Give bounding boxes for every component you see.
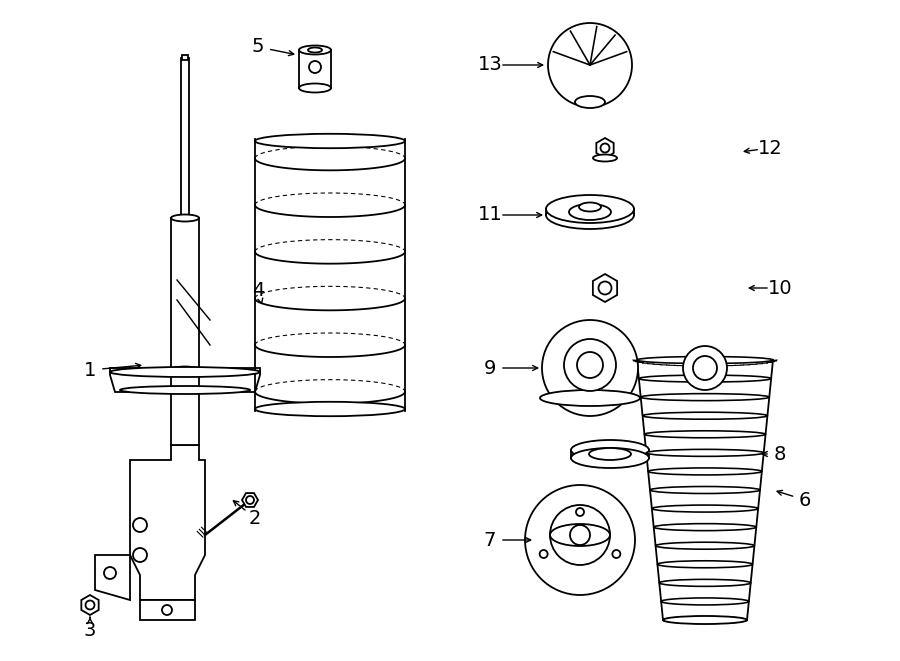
Ellipse shape (643, 412, 768, 419)
Ellipse shape (110, 367, 260, 377)
Circle shape (612, 550, 620, 558)
Polygon shape (130, 445, 205, 600)
Ellipse shape (171, 366, 199, 373)
Circle shape (540, 550, 547, 558)
Ellipse shape (579, 202, 601, 212)
Polygon shape (95, 555, 130, 600)
Bar (171, 218, 199, 370)
Ellipse shape (571, 448, 649, 468)
Ellipse shape (569, 204, 611, 220)
Ellipse shape (299, 46, 331, 54)
Ellipse shape (571, 440, 649, 460)
Circle shape (309, 61, 321, 73)
Ellipse shape (641, 394, 770, 401)
Ellipse shape (660, 579, 751, 586)
Bar (299, 50, 331, 88)
Circle shape (576, 508, 584, 516)
Ellipse shape (171, 215, 199, 221)
Text: 5: 5 (252, 38, 265, 56)
Text: 13: 13 (478, 56, 502, 75)
Circle shape (542, 320, 638, 416)
Ellipse shape (575, 96, 605, 108)
Polygon shape (597, 138, 614, 158)
Text: 10: 10 (768, 278, 792, 297)
Text: 4: 4 (252, 280, 265, 299)
Ellipse shape (663, 616, 747, 624)
Ellipse shape (652, 505, 758, 512)
Text: 1: 1 (84, 360, 96, 379)
Ellipse shape (589, 448, 631, 460)
Ellipse shape (593, 155, 617, 161)
Ellipse shape (639, 375, 771, 382)
Ellipse shape (540, 390, 640, 406)
Polygon shape (593, 274, 617, 302)
Circle shape (598, 282, 611, 295)
Circle shape (86, 600, 94, 609)
Ellipse shape (308, 48, 322, 52)
Text: 8: 8 (774, 444, 787, 463)
Circle shape (548, 23, 632, 107)
Circle shape (550, 505, 610, 565)
Circle shape (693, 356, 717, 380)
Text: 3: 3 (84, 621, 96, 639)
Text: 11: 11 (478, 206, 502, 225)
Polygon shape (110, 368, 260, 392)
Ellipse shape (662, 598, 749, 605)
Ellipse shape (655, 542, 754, 549)
Ellipse shape (653, 524, 756, 531)
Ellipse shape (550, 524, 610, 546)
Circle shape (570, 525, 590, 545)
Text: 12: 12 (758, 139, 782, 157)
Text: 2: 2 (248, 508, 261, 527)
Ellipse shape (546, 195, 634, 223)
Ellipse shape (657, 561, 752, 568)
Circle shape (600, 143, 609, 153)
Text: 7: 7 (484, 531, 496, 549)
Ellipse shape (120, 386, 250, 394)
Polygon shape (242, 493, 258, 507)
Circle shape (133, 548, 147, 562)
Ellipse shape (255, 134, 405, 148)
Text: 9: 9 (484, 358, 496, 377)
Circle shape (577, 352, 603, 378)
Ellipse shape (546, 201, 634, 229)
Ellipse shape (648, 468, 762, 475)
Circle shape (683, 346, 727, 390)
Circle shape (246, 496, 254, 504)
Circle shape (104, 567, 116, 579)
Ellipse shape (650, 486, 760, 494)
Bar (182, 55, 188, 60)
Bar (171, 370, 199, 445)
Ellipse shape (637, 356, 773, 364)
Circle shape (133, 518, 147, 532)
Text: 6: 6 (799, 490, 811, 510)
Ellipse shape (644, 431, 766, 438)
Circle shape (162, 605, 172, 615)
Circle shape (564, 339, 616, 391)
Polygon shape (140, 600, 195, 620)
Polygon shape (81, 595, 99, 615)
Ellipse shape (663, 617, 747, 623)
Bar (181, 58, 189, 220)
Ellipse shape (255, 402, 405, 416)
Ellipse shape (299, 83, 331, 93)
Ellipse shape (646, 449, 764, 456)
Circle shape (525, 485, 635, 595)
